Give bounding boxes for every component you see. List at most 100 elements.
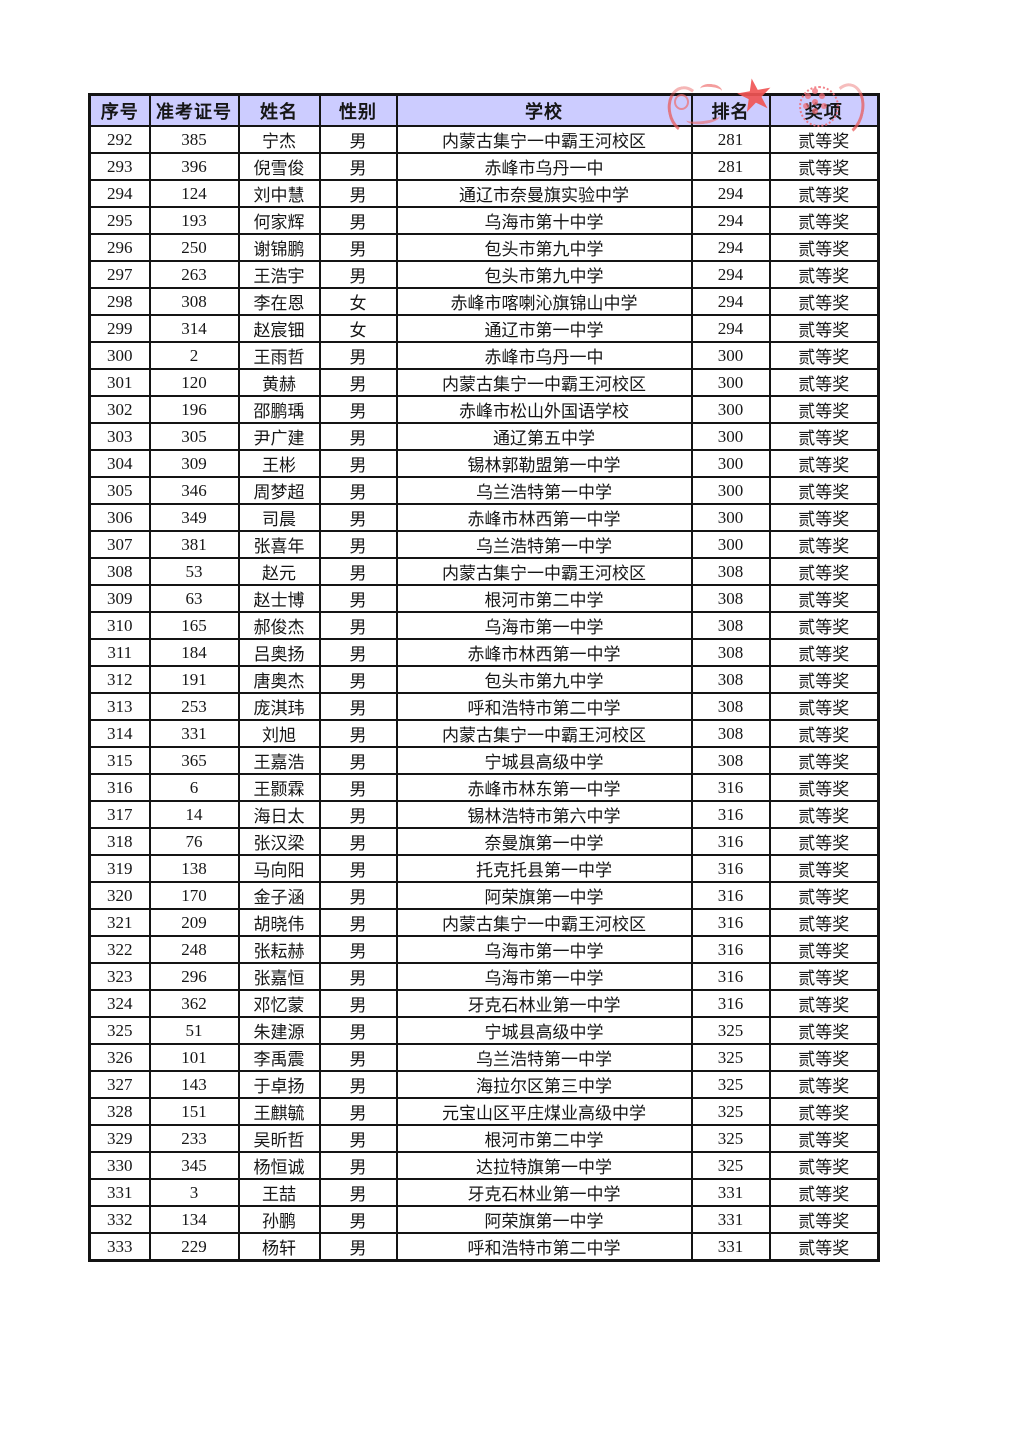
cell-ticket: 2 — [148, 341, 240, 370]
cell-gender: 男 — [318, 125, 398, 154]
table-row: 307 381 张喜年男乌兰浩特第一中学 300 贰等奖 — [88, 530, 880, 559]
column-header-school: 学校 — [395, 93, 693, 127]
cell-gender: 男 — [318, 962, 398, 991]
cell-school: 牙克石林业第一中学 — [395, 989, 693, 1018]
cell-award: 贰等奖 — [768, 530, 880, 559]
cell-ticket: 134 — [148, 1205, 240, 1234]
column-header-name: 姓名 — [237, 93, 321, 127]
cell-school: 达拉特旗第一中学 — [395, 1151, 693, 1180]
cell-award: 贰等奖 — [768, 1124, 880, 1153]
cell-name: 赵元 — [237, 557, 321, 586]
cell-index: 333 — [88, 1232, 151, 1262]
cell-gender: 男 — [318, 1205, 398, 1234]
cell-school: 包头市第九中学 — [395, 233, 693, 262]
cell-award: 贰等奖 — [768, 476, 880, 505]
cell-rank: 300 — [690, 422, 771, 451]
cell-index: 297 — [88, 260, 151, 289]
table-row: 328 151 王麒毓男元宝山区平庄煤业高级中学 325 贰等奖 — [88, 1097, 880, 1126]
cell-gender: 男 — [318, 854, 398, 883]
table-row: 333 229 杨轩男呼和浩特市第二中学 331 贰等奖 — [88, 1232, 880, 1262]
table-row: 325 51 朱建源男宁城县高级中学 325 贰等奖 — [88, 1016, 880, 1045]
table-row: 331 3 王喆男牙克石林业第一中学 331 贰等奖 — [88, 1178, 880, 1207]
cell-award: 贰等奖 — [768, 1097, 880, 1126]
cell-name: 李在恩 — [237, 287, 321, 316]
cell-index: 324 — [88, 989, 151, 1018]
cell-rank: 308 — [690, 719, 771, 748]
table-row: 300 2 王雨哲男赤峰市乌丹一中 300 贰等奖 — [88, 341, 880, 370]
cell-gender: 男 — [318, 395, 398, 424]
table-row: 313 253 庞淇玮男呼和浩特市第二中学 308 贰等奖 — [88, 692, 880, 721]
cell-rank: 316 — [690, 827, 771, 856]
table-row: 301 120 黄赫男内蒙古集宁一中霸王河校区 300 贰等奖 — [88, 368, 880, 397]
cell-gender: 男 — [318, 1124, 398, 1153]
cell-name: 王喆 — [237, 1178, 321, 1207]
cell-name: 赵士博 — [237, 584, 321, 613]
cell-school: 赤峰市乌丹一中 — [395, 152, 693, 181]
cell-name: 李禹震 — [237, 1043, 321, 1072]
cell-rank: 308 — [690, 557, 771, 586]
cell-ticket: 309 — [148, 449, 240, 478]
cell-award: 贰等奖 — [768, 692, 880, 721]
cell-award: 贰等奖 — [768, 584, 880, 613]
cell-rank: 316 — [690, 854, 771, 883]
cell-index: 293 — [88, 152, 151, 181]
cell-name: 金子涵 — [237, 881, 321, 910]
cell-index: 318 — [88, 827, 151, 856]
cell-school: 内蒙古集宁一中霸王河校区 — [395, 368, 693, 397]
cell-school: 内蒙古集宁一中霸王河校区 — [395, 557, 693, 586]
cell-ticket: 345 — [148, 1151, 240, 1180]
table-row: 326 101 李禹震男乌兰浩特第一中学 325 贰等奖 — [88, 1043, 880, 1072]
cell-gender: 男 — [318, 449, 398, 478]
cell-name: 张嘉恒 — [237, 962, 321, 991]
cell-index: 319 — [88, 854, 151, 883]
cell-rank: 316 — [690, 800, 771, 829]
cell-ticket: 362 — [148, 989, 240, 1018]
cell-index: 303 — [88, 422, 151, 451]
cell-index: 299 — [88, 314, 151, 343]
cell-ticket: 53 — [148, 557, 240, 586]
table-row: 305 346 周梦超男乌兰浩特第一中学 300 贰等奖 — [88, 476, 880, 505]
column-header-index: 序号 — [88, 93, 151, 127]
cell-award: 贰等奖 — [768, 611, 880, 640]
table-row: 296 250 谢锦鹏男包头市第九中学 294 贰等奖 — [88, 233, 880, 262]
cell-gender: 男 — [318, 1043, 398, 1072]
cell-award: 贰等奖 — [768, 152, 880, 181]
cell-ticket: 196 — [148, 395, 240, 424]
cell-school: 乌兰浩特第一中学 — [395, 1043, 693, 1072]
cell-index: 320 — [88, 881, 151, 910]
cell-gender: 男 — [318, 665, 398, 694]
cell-name: 吕奥扬 — [237, 638, 321, 667]
cell-award: 贰等奖 — [768, 1232, 880, 1262]
cell-name: 马向阳 — [237, 854, 321, 883]
cell-name: 朱建源 — [237, 1016, 321, 1045]
cell-name: 张汉梁 — [237, 827, 321, 856]
cell-name: 刘中慧 — [237, 179, 321, 208]
cell-award: 贰等奖 — [768, 638, 880, 667]
cell-school: 包头市第九中学 — [395, 665, 693, 694]
cell-rank: 308 — [690, 692, 771, 721]
cell-school: 通辽市第一中学 — [395, 314, 693, 343]
table-row: 302 196 邵鹏瑀男赤峰市松山外国语学校 300 贰等奖 — [88, 395, 880, 424]
table-row: 319 138 马向阳男托克托县第一中学 316 贰等奖 — [88, 854, 880, 883]
cell-name: 赵宸钿 — [237, 314, 321, 343]
cell-rank: 325 — [690, 1097, 771, 1126]
table-row: 299 314 赵宸钿女通辽市第一中学 294 贰等奖 — [88, 314, 880, 343]
cell-ticket: 124 — [148, 179, 240, 208]
cell-name: 王嘉浩 — [237, 746, 321, 775]
cell-school: 乌海市第一中学 — [395, 962, 693, 991]
cell-gender: 男 — [318, 773, 398, 802]
cell-name: 宁杰 — [237, 125, 321, 154]
table-row: 323 296 张嘉恒男乌海市第一中学 316 贰等奖 — [88, 962, 880, 991]
cell-award: 贰等奖 — [768, 1178, 880, 1207]
table-row: 324 362 邓忆蒙男牙克石林业第一中学 316 贰等奖 — [88, 989, 880, 1018]
cell-name: 司晨 — [237, 503, 321, 532]
cell-school: 锡林浩特市第六中学 — [395, 800, 693, 829]
cell-gender: 男 — [318, 935, 398, 964]
cell-school: 乌兰浩特第一中学 — [395, 476, 693, 505]
cell-school: 赤峰市林西第一中学 — [395, 503, 693, 532]
cell-index: 309 — [88, 584, 151, 613]
cell-gender: 男 — [318, 1016, 398, 1045]
table-row: 295 193 何家辉男乌海市第十中学 294 贰等奖 — [88, 206, 880, 235]
cell-award: 贰等奖 — [768, 1070, 880, 1099]
cell-award: 贰等奖 — [768, 1016, 880, 1045]
